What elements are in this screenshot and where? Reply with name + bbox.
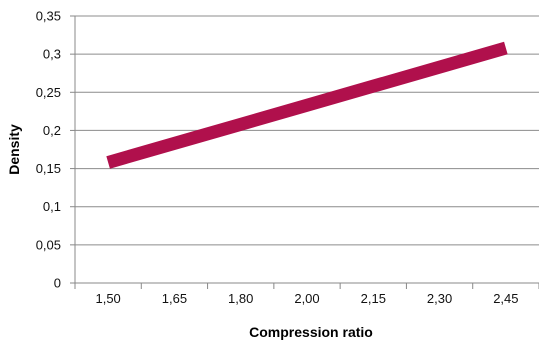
- y-tick-label: 0,3: [43, 47, 61, 62]
- x-tick-label: 1,80: [228, 291, 253, 306]
- series-line: [106, 41, 508, 169]
- x-tick-label: 2,00: [294, 291, 319, 306]
- y-tick-label: 0,1: [43, 199, 61, 214]
- y-axis-tick-labels: 0 0,05 0,1 0,15 0,2 0,25 0,3 0,35: [36, 9, 61, 291]
- y-tick-label: 0: [54, 276, 61, 291]
- y-axis-title: Density: [6, 124, 22, 175]
- y-tick-label: 0,35: [36, 9, 61, 24]
- y-tick-label: 0,05: [36, 237, 61, 252]
- x-tick-label: 1,65: [162, 291, 187, 306]
- gridlines: [75, 15, 539, 246]
- x-tick-label: 2,30: [427, 291, 452, 306]
- x-tick-label: 2,45: [493, 291, 518, 306]
- x-axis-title: Compression ratio: [249, 324, 373, 340]
- x-tick-label: 1,50: [95, 291, 120, 306]
- x-tick-label: 2,15: [361, 291, 386, 306]
- y-tick-label: 0,2: [43, 123, 61, 138]
- y-tick-label: 0,25: [36, 85, 61, 100]
- y-tick-label: 0,15: [36, 161, 61, 176]
- x-axis-tick-labels: 1,50 1,65 1,80 2,00 2,15 2,30 2,45: [95, 291, 518, 306]
- x-axis-ticks: [70, 15, 539, 289]
- series-lines: [106, 41, 508, 169]
